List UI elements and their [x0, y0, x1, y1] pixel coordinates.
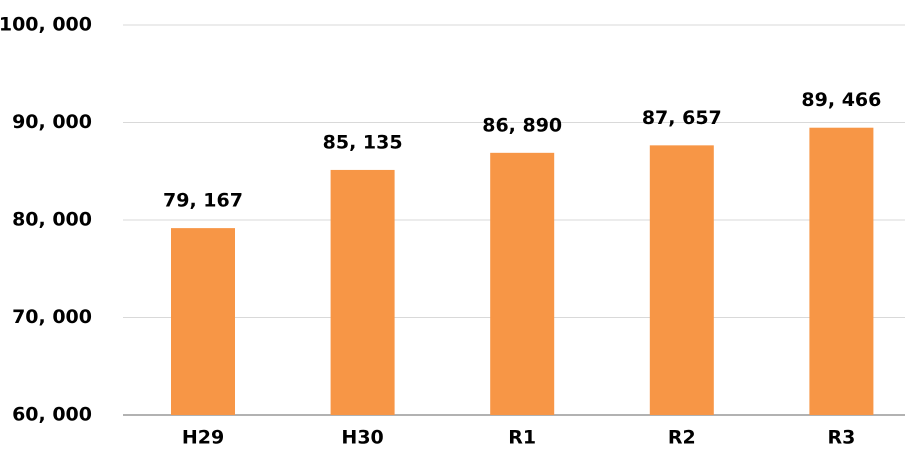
x-tick-label: R1 — [508, 427, 536, 449]
y-tick-label: 100, 000 — [0, 14, 92, 36]
bar — [809, 127, 874, 416]
bar — [171, 228, 235, 415]
value-label: 87, 657 — [642, 107, 722, 129]
x-tick-label: H30 — [341, 427, 383, 449]
y-tick-label: 70, 000 — [12, 306, 92, 328]
bar — [649, 145, 714, 416]
bar — [330, 169, 395, 415]
y-tick-label: 90, 000 — [12, 111, 92, 133]
x-tick-label: H29 — [182, 427, 224, 449]
value-label: 86, 890 — [482, 114, 562, 136]
y-tick-label: 80, 000 — [12, 209, 92, 231]
x-tick-label: R3 — [827, 427, 855, 449]
value-label: 89, 466 — [801, 89, 881, 111]
x-tick-label: R2 — [668, 427, 696, 449]
bar — [490, 152, 555, 415]
y-tick-label: 60, 000 — [12, 404, 92, 426]
value-label: 79, 167 — [163, 190, 243, 212]
value-label: 85, 135 — [323, 131, 403, 153]
